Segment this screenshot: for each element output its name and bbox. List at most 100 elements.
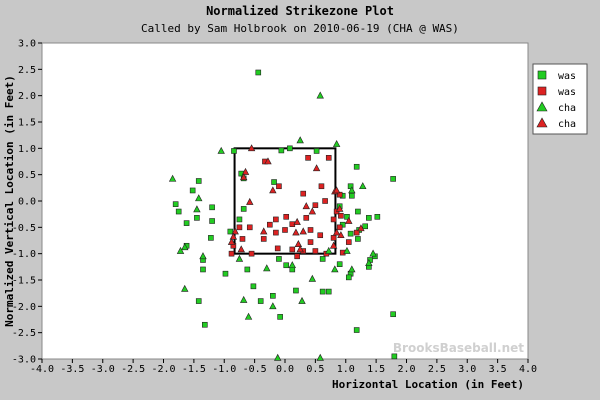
pitch-square-point <box>236 216 243 223</box>
y-axis-label: Normalized Vertical Location (in Feet) <box>3 75 16 327</box>
pitch-square-point <box>209 204 215 211</box>
pitch-triangle-point <box>337 231 345 239</box>
pitch-square-point <box>255 69 262 76</box>
pitch-square-point <box>273 229 279 236</box>
pitch-square-point <box>287 145 293 152</box>
x-tick-label: 2.5 <box>428 364 446 375</box>
pitch-square-point <box>228 250 235 257</box>
pitch-square-point <box>390 176 396 182</box>
pitch-triangle-point <box>331 265 339 273</box>
y-tick-label: -0.5 <box>12 223 36 234</box>
pitch-square-point <box>246 224 253 231</box>
y-tick-label: 0.0 <box>18 197 36 208</box>
y-tick-label: 2.0 <box>18 91 36 102</box>
pitch-square-point <box>271 179 277 185</box>
pitch-triangle-point <box>274 353 282 361</box>
pitch-triangle-point <box>332 186 341 194</box>
pitch-triangle-point <box>298 296 306 304</box>
pitch-square-point <box>276 256 282 262</box>
series-3 <box>227 144 365 253</box>
y-tick-label: -2.5 <box>12 328 36 339</box>
pitch-triangle-point <box>199 252 207 260</box>
pitch-triangle-point <box>244 312 253 320</box>
pitch-triangle-point <box>195 194 203 202</box>
series-2 <box>168 91 377 361</box>
pitch-triangle-point <box>365 259 373 266</box>
legend-marker <box>537 70 547 80</box>
pitch-square-point <box>283 214 290 220</box>
chart-subtitle: Called by Sam Holbrook on 2010-06-19 (CH… <box>141 22 459 35</box>
pitch-square-point <box>305 155 311 161</box>
pitch-triangle-point <box>260 227 268 235</box>
y-tick-label: -3.0 <box>12 355 36 366</box>
pitch-square-point <box>227 228 234 235</box>
x-tick-label: 1.0 <box>337 364 355 375</box>
pitch-square-point <box>390 311 396 318</box>
pitch-triangle-point <box>294 240 303 247</box>
plot-area <box>41 42 529 360</box>
y-axis-ticks: 3.0 2.5 2.0 1.5 1.0 0.5 0.0 -0.5 -1.0 -1.5 -2.0 -2.… <box>12 39 42 366</box>
pitch-square-point <box>318 183 325 190</box>
pitch-square-point <box>270 292 276 299</box>
pitch-triangle-point <box>176 246 185 254</box>
x-tick-label: 4.0 <box>519 364 537 375</box>
pitch-triangle-point <box>316 353 324 361</box>
pitch-triangle-point <box>241 167 250 175</box>
pitch-triangle-point <box>308 274 317 282</box>
pitch-square-point <box>366 215 372 221</box>
pitch-triangle-point <box>288 261 296 269</box>
pitch-square-point <box>231 148 237 154</box>
pitch-square-point <box>294 253 300 260</box>
x-tick-label: -4.0 <box>30 364 54 375</box>
pitch-triangle-point <box>316 91 324 99</box>
strike-zone-group <box>233 147 337 255</box>
x-tick-label: -1.0 <box>212 364 236 375</box>
pitch-square-point <box>319 288 326 295</box>
pitch-triangle-point <box>348 265 356 273</box>
pitch-square-point <box>345 239 352 245</box>
pitch-triangle-point <box>168 174 177 182</box>
x-tick-label: -1.5 <box>182 364 206 375</box>
pitch-triangle-point <box>263 264 271 272</box>
pitch-square-point <box>330 216 337 223</box>
pitch-square-point <box>208 235 214 241</box>
pitch-square-point <box>240 206 247 212</box>
pitch-triangle-point <box>229 232 238 240</box>
pitch-triangle-point <box>296 136 304 144</box>
y-tick-label: 1.5 <box>18 118 36 129</box>
pitch-triangle-point <box>329 241 338 249</box>
pitch-triangle-point <box>239 173 248 181</box>
pitch-triangle-point <box>269 302 277 310</box>
legend-item: was <box>537 70 576 82</box>
pitch-square-point <box>374 214 381 220</box>
legend-label: was <box>558 87 576 98</box>
y-tick-label: -1.5 <box>12 276 36 287</box>
legend-label: cha <box>558 119 576 130</box>
legend-item: was <box>537 86 576 98</box>
pitch-square-point <box>172 201 179 207</box>
pitch-square-point <box>195 178 202 184</box>
pitch-square-point <box>277 314 283 320</box>
pitch-square-point <box>274 245 281 252</box>
pitch-square-point <box>353 163 360 170</box>
x-axis-label: Horizontal Location (in Feet) <box>332 378 524 391</box>
x-tick-label: -0.5 <box>243 364 267 375</box>
pitch-square-point <box>338 212 344 219</box>
pitch-triangle-point <box>308 207 317 215</box>
legend-marker <box>536 117 548 128</box>
pitch-square-point <box>276 183 282 190</box>
pitch-triangle-point <box>181 284 189 292</box>
pitch-square-point <box>289 246 296 253</box>
pitch-square-point <box>236 224 243 231</box>
pitch-triangle-point <box>345 216 353 224</box>
legend-marker <box>537 86 547 96</box>
pitch-triangle-point <box>217 146 225 154</box>
x-tick-label: -3.5 <box>60 364 84 375</box>
pitch-triangle-point <box>299 227 307 235</box>
pitch-square-point <box>194 215 200 221</box>
pitch-triangle-point <box>302 202 310 210</box>
pitch-square-point <box>283 262 290 269</box>
pitch-square-point <box>325 155 332 161</box>
legend-label: cha <box>558 103 576 114</box>
